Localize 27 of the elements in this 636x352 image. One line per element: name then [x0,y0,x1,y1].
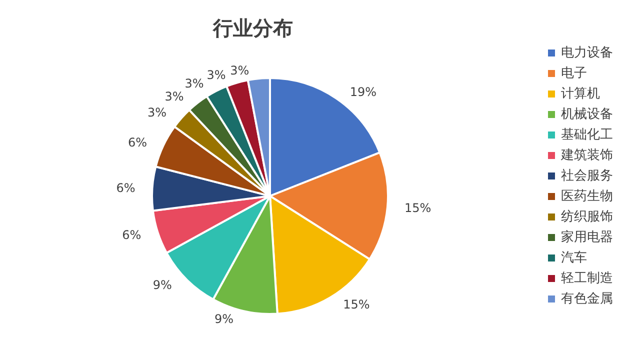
data-label: 9% [214,312,234,326]
legend-label: 汽车 [561,250,587,266]
chart-title: 行业分布 [212,16,293,40]
data-label: 19% [350,84,376,99]
legend-label: 纺织服饰 [561,210,613,224]
legend-label: 电力设备 [561,46,613,60]
legend-label: 有色金属 [561,292,613,306]
legend-label: 建筑装饰 [560,148,613,163]
legend-label: 电子 [561,66,587,81]
data-label: 3% [184,76,204,91]
data-label: 9% [152,278,172,292]
data-label: 3% [164,89,184,104]
data-label: 6% [122,228,142,242]
legend-label: 计算机 [561,86,600,102]
data-label: 15% [343,297,370,312]
legend-label: 基础化工 [561,128,613,142]
data-label: 15% [404,200,432,215]
data-label: 3% [147,106,166,120]
legend-label: 社会服务 [561,168,613,184]
data-label: 3% [206,68,226,82]
legend-label: 轻工制造 [561,271,613,286]
data-label: 6% [116,181,136,196]
data-label: 3% [230,64,250,78]
legend-label: 家用电器 [561,229,613,245]
legend-label: 医药生物 [561,189,613,204]
legend-label: 机械设备 [561,107,613,122]
data-label: 6% [128,135,147,150]
